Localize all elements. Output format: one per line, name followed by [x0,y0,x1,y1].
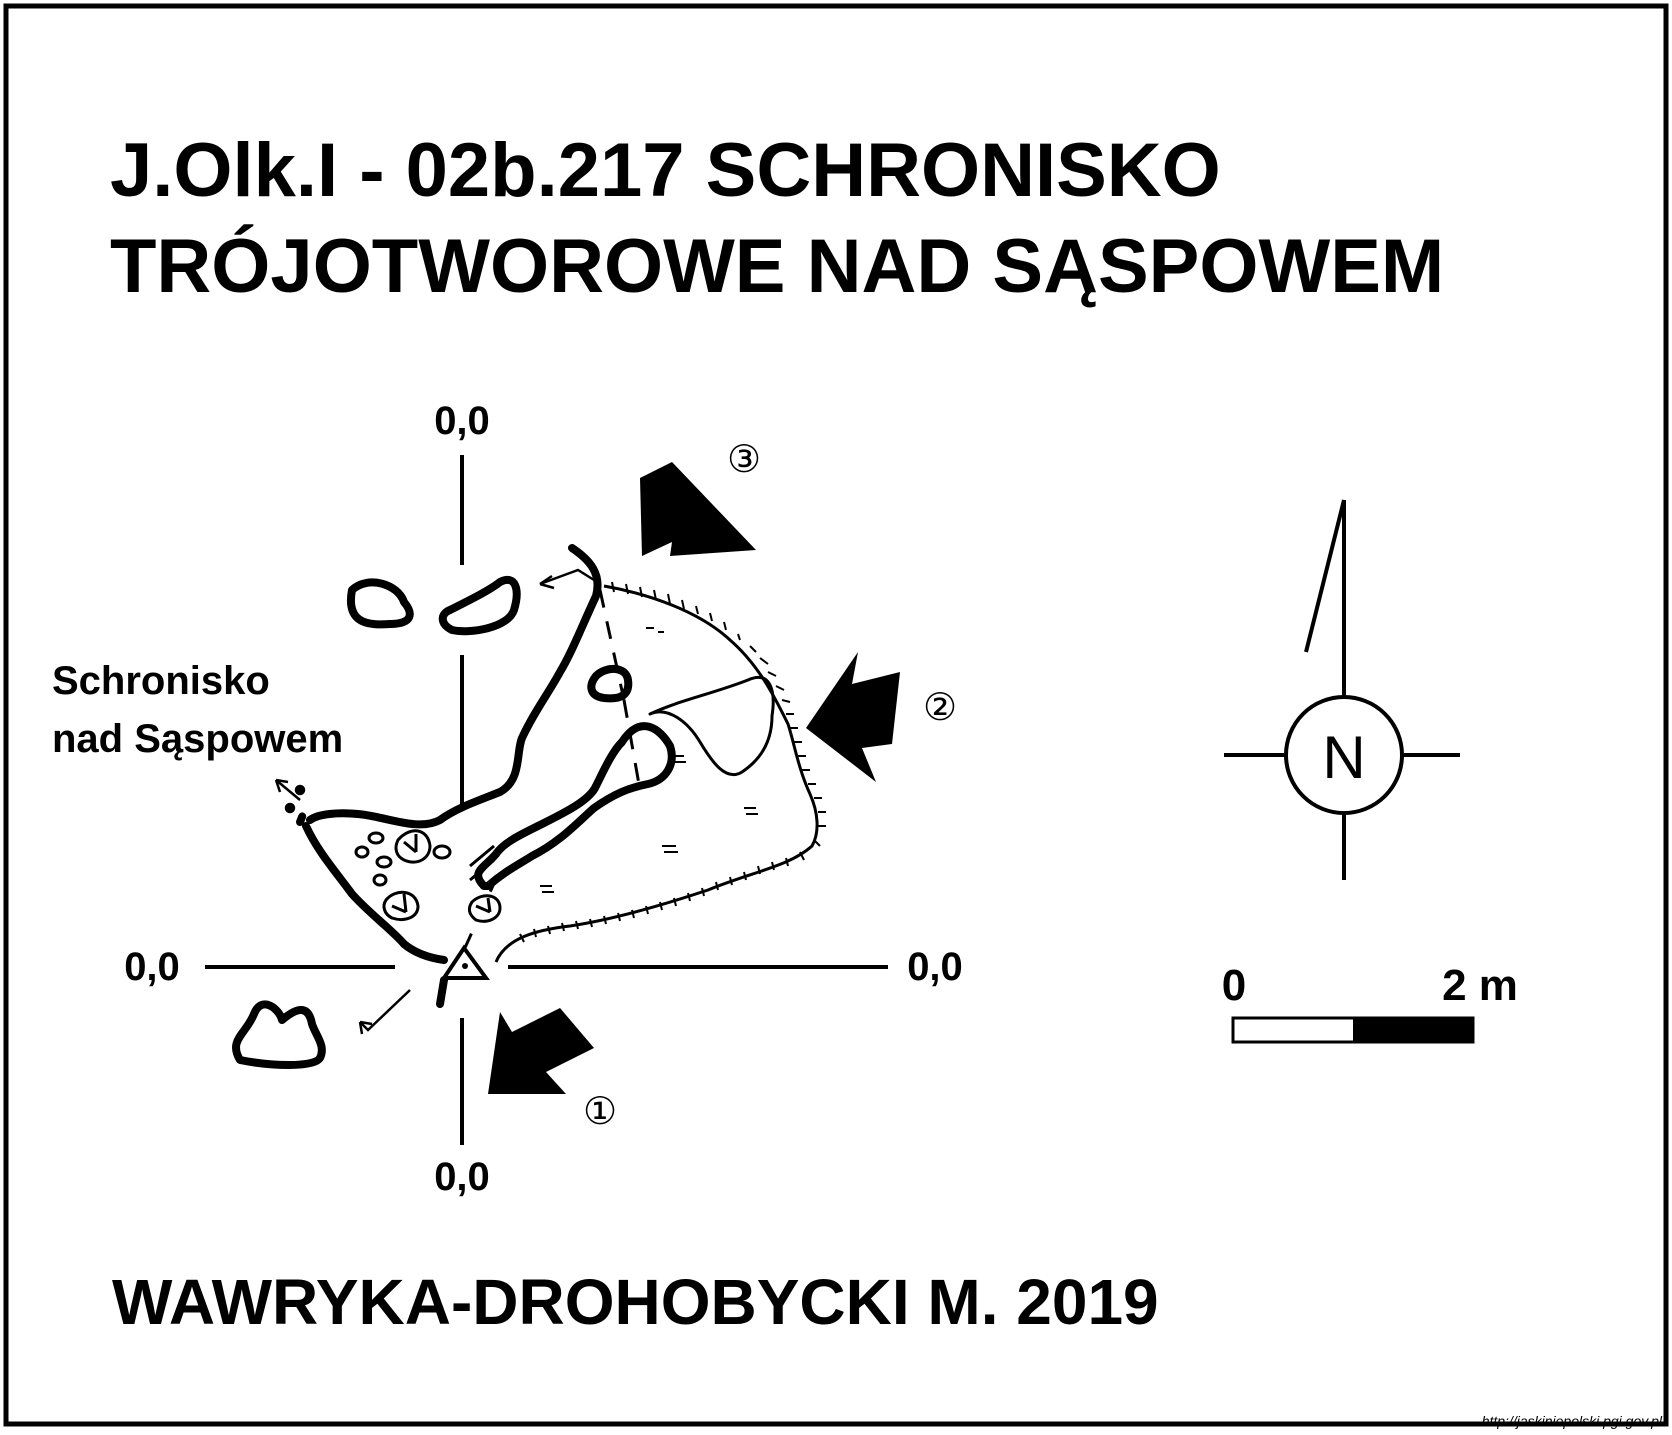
cave-walls [296,544,676,1008]
coord-label-top: 0,0 [434,399,490,443]
scale-label-start: 0 [1222,961,1246,1010]
entrance-arrow-3 [640,462,756,556]
boulders [354,829,502,923]
entrance-number-2: ② [923,687,957,729]
block-1 [394,829,432,864]
drip-line-hachures [519,581,826,943]
cave-wall-inner-lobe [474,722,676,890]
cave-wall-break [296,808,308,826]
passage-arrow-south-west [359,989,411,1032]
rock-pillar-south-west [232,1000,326,1069]
block-2 [382,890,420,921]
survey-datum [440,944,490,980]
passage-arrow-west [275,779,301,801]
neighbor-cave-label-line2: nad Sąspowem [52,717,343,761]
coord-label-bottom: 0,0 [434,1155,490,1199]
neighbor-cave-label-line1: Schronisko [52,659,270,703]
passage-arrows [274,568,595,1035]
entrance-number-3: ③ [727,439,761,481]
map-title-line1: J.Olk.I - 02b.217 SCHRONISKO [110,128,1221,213]
rock-pillar-north-west [346,578,414,629]
reference-axes [205,455,888,1145]
scale-label-end: 2 m [1442,961,1518,1010]
source-note: http://jaskiniepolski.pgi.gov.pl [1482,1413,1663,1429]
entrance-arrow-1 [488,1008,594,1094]
threshold-middle [622,699,642,791]
passage-arrow-north [539,568,595,586]
cave-wall-entrance-stub [436,976,448,1008]
chamber-step-2 [469,858,495,882]
entrance-arrow-2 [806,652,900,782]
north-arrow [1224,499,1460,880]
chamber-step-1 [469,844,495,868]
rock-pillar-north [438,576,521,636]
compass-circle [1284,695,1404,815]
coord-label-right: 0,0 [907,945,963,989]
chamber-outline [469,584,819,963]
scale-bar [1231,1016,1475,1044]
entrance-number-1: ① [583,1091,617,1133]
author-credit: WAWRYKA-DROHOBYCKI M. 2019 [112,1266,1159,1338]
rock-pillars [232,576,633,1069]
map-title-line2: TRÓJOTWOROWE NAD SĄSPOWEM [110,224,1444,309]
coord-label-left: 0,0 [124,945,180,989]
floor-slope-marks [540,627,758,893]
north-arrow-barb [1304,499,1346,653]
compass-north-letter: N [1322,724,1365,791]
entrance-arrows [488,462,900,1094]
cave-wall-north [306,544,602,829]
chamber-inner-ledge [648,676,775,777]
chamber-drip-line [494,584,819,963]
cave-wall-west [302,822,448,964]
scale-bar-filled-segment [1353,1018,1473,1042]
